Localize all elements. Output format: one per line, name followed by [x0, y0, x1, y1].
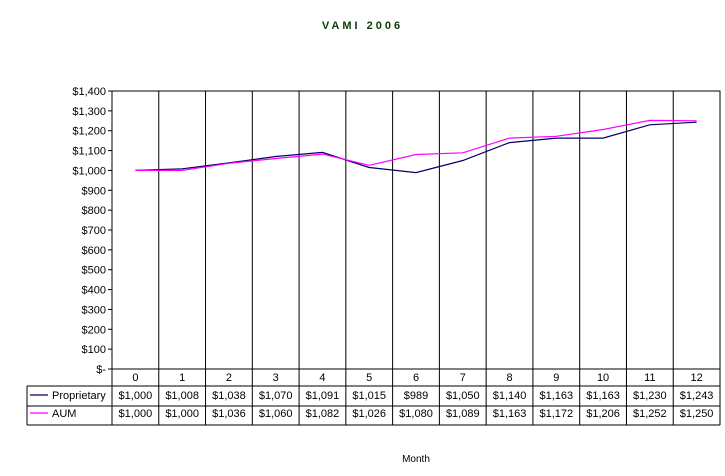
- data-label: $1,140: [493, 390, 527, 402]
- data-label: $1,060: [259, 408, 293, 420]
- plot-border: [111, 90, 721, 370]
- x-tick-label: 5: [366, 372, 372, 384]
- plot-area: [111, 90, 721, 370]
- data-label: $1,163: [539, 390, 573, 402]
- x-axis-label: Month: [402, 454, 430, 465]
- chart-title: VAMI 2006: [321, 20, 404, 32]
- y-tick-label: $200: [82, 324, 106, 336]
- x-tick-label: 2: [226, 372, 232, 384]
- x-tick-label: 12: [690, 372, 702, 384]
- series-line-aum: [135, 119, 697, 171]
- y-tick-label: $300: [82, 304, 106, 316]
- data-label: $1,172: [539, 408, 573, 420]
- data-label: $1,015: [352, 390, 386, 402]
- y-tick-label: $900: [82, 185, 106, 197]
- y-tick-label: $1,300: [72, 106, 106, 118]
- x-tick-label: 3: [273, 372, 279, 384]
- legend-label-aum: AUM: [52, 408, 76, 420]
- x-tick-label: 6: [413, 372, 419, 384]
- data-label: $1,000: [119, 390, 153, 402]
- data-label: $1,000: [119, 408, 153, 420]
- x-tick-label: 10: [597, 372, 609, 384]
- data-label: $1,026: [352, 408, 386, 420]
- y-tick-label: $1,000: [72, 165, 106, 177]
- data-label: $1,036: [212, 408, 246, 420]
- y-tick-label: $100: [82, 344, 106, 356]
- x-tick-label: 11: [644, 372, 655, 384]
- x-tick-label: 0: [132, 372, 138, 384]
- y-tick-label: $600: [82, 245, 106, 257]
- data-label: $1,091: [306, 390, 340, 402]
- x-tick-label: 9: [553, 372, 559, 384]
- y-tick-label: $-: [96, 364, 106, 376]
- data-label: $1,008: [165, 390, 199, 402]
- data-label: $1,206: [586, 408, 620, 420]
- y-tick-label: $800: [82, 205, 106, 217]
- data-label: $1,163: [586, 390, 620, 402]
- data-label: $1,230: [633, 390, 667, 402]
- data-label: $1,250: [680, 408, 714, 420]
- data-label: $1,070: [259, 390, 293, 402]
- y-tick-label: $400: [82, 285, 106, 297]
- x-tick-label: 4: [319, 372, 325, 384]
- data-label: $1,243: [680, 390, 714, 402]
- series-lines: [135, 119, 697, 174]
- data-label: $1,163: [493, 408, 527, 420]
- data-label: $1,089: [446, 408, 480, 420]
- data-label: $1,000: [165, 408, 199, 420]
- x-tick-label: 1: [179, 372, 185, 384]
- y-tick-label: $500: [82, 265, 106, 277]
- y-tick-label: $1,200: [72, 126, 106, 138]
- y-tick-label: $1,100: [72, 146, 106, 158]
- x-tick-label: 8: [506, 372, 512, 384]
- y-axis: $- $100 $200 $300 $400 $500 $600 $700 $800 $900 $1…: [72, 86, 112, 376]
- data-label: $989: [404, 390, 428, 402]
- x-tick-label: 7: [460, 372, 466, 384]
- data-label: $1,080: [399, 408, 433, 420]
- data-label: $1,252: [633, 408, 667, 420]
- vertical-gridlines: [158, 91, 674, 425]
- y-tick-label: $1,400: [72, 86, 106, 98]
- data-label: $1,038: [212, 390, 246, 402]
- legend-label-proprietary: Proprietary: [52, 390, 106, 402]
- data-label: $1,050: [446, 390, 480, 402]
- data-label: $1,082: [306, 408, 340, 420]
- y-tick-label: $700: [82, 225, 106, 237]
